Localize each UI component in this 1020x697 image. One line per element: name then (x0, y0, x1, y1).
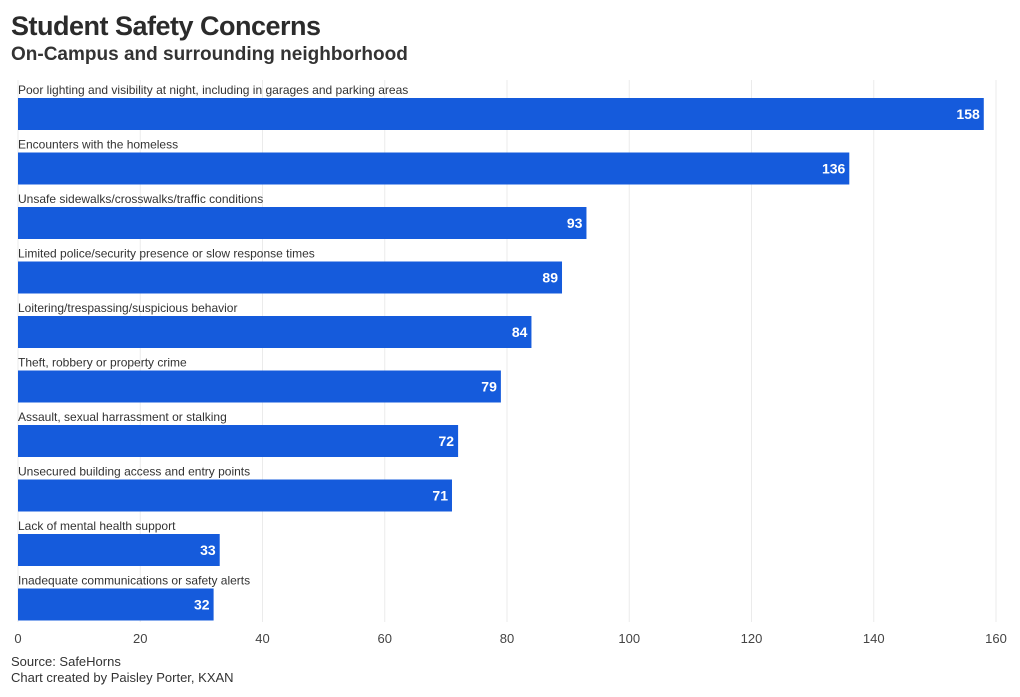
bar-value-label: 89 (542, 270, 558, 286)
bar-value-label: 33 (200, 542, 216, 558)
x-axis: 0 20 40 60 80 100 120 140 160 (14, 631, 1006, 646)
chart-subtitle: On-Campus and surrounding neighborhood (11, 44, 408, 65)
category-label: Poor lighting and visibility at night, i… (18, 83, 408, 97)
x-tick-label: 0 (14, 631, 21, 646)
bar-value-label: 79 (481, 379, 497, 395)
bar (18, 261, 563, 294)
bar-value-label: 72 (439, 433, 455, 449)
bar (18, 152, 850, 185)
category-label: Unsecured building access and entry poin… (18, 465, 250, 479)
x-tick-label: 140 (863, 631, 885, 646)
category-label: Inadequate communications or safety aler… (18, 574, 250, 588)
bars: Poor lighting and visibility at night, i… (18, 83, 984, 621)
bar (18, 425, 459, 457)
x-tick-label: 20 (133, 631, 147, 646)
chart-title: Student Safety Concerns (11, 11, 321, 41)
category-label: Unsafe sidewalks/crosswalks/traffic cond… (18, 192, 263, 206)
category-label: Lack of mental health support (18, 519, 176, 533)
bar-value-label: 71 (432, 488, 448, 504)
bar (18, 479, 452, 512)
bar (18, 207, 587, 239)
bar-value-label: 136 (822, 161, 846, 177)
x-tick-label: 120 (741, 631, 763, 646)
category-label: Theft, robbery or property crime (18, 356, 187, 370)
bar (18, 370, 501, 403)
bar-value-label: 32 (194, 597, 210, 613)
bar-value-label: 93 (567, 215, 583, 231)
category-label: Encounters with the homeless (18, 138, 178, 152)
bar-value-label: 158 (956, 106, 980, 122)
category-label: Limited police/security presence or slow… (18, 247, 315, 261)
bar (18, 316, 532, 348)
x-tick-label: 40 (255, 631, 269, 646)
category-label: Loitering/trespassing/suspicious behavio… (18, 301, 237, 315)
x-tick-label: 60 (378, 631, 392, 646)
bar (18, 98, 984, 130)
bar (18, 534, 220, 566)
x-tick-label: 80 (500, 631, 514, 646)
footer: Source: SafeHorns Chart created by Paisl… (11, 654, 234, 686)
category-label: Assault, sexual harrassment or stalking (18, 410, 227, 424)
bar-value-label: 84 (512, 324, 528, 340)
x-tick-label: 100 (618, 631, 640, 646)
bar (18, 588, 214, 621)
source-note: Source: SafeHorns (11, 654, 121, 669)
x-tick-label: 160 (985, 631, 1007, 646)
credit-note: Chart created by Paisley Porter, KXAN (11, 670, 234, 685)
